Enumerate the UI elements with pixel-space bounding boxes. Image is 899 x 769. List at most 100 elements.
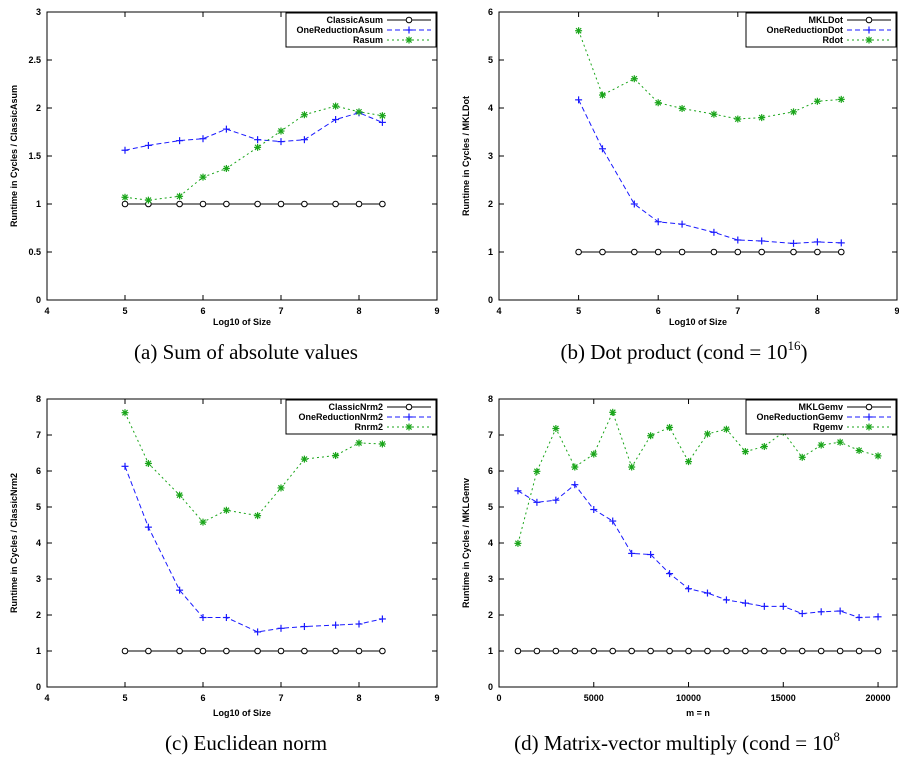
data-point-star [722,425,730,433]
plot-frame [46,11,438,301]
x-axis-label: m = n [686,708,710,718]
data-point-plus [628,549,636,557]
y-tick-label: 0 [36,682,41,692]
data-point-plus [798,610,806,618]
data-point-star [199,173,207,181]
data-point-plus [378,615,386,623]
plot-frame [46,398,438,688]
data-point-plus [514,487,522,495]
data-point-circle [223,647,230,655]
y-tick-label: 1 [36,646,41,656]
data-point-plus [760,602,768,610]
data-point-plus [666,570,674,578]
y-tick-label: 2 [36,103,41,113]
y-tick-label: 2 [36,610,41,620]
data-point-circle [609,647,617,655]
data-point-circle [332,647,339,655]
data-point-star [575,27,583,35]
legend-label: OneReductionGemv [756,412,843,422]
data-point-star [121,193,129,201]
data-point-star [405,36,413,44]
data-point-plus [378,118,386,126]
data-point-star [514,539,522,547]
series-MKLGemv [514,647,882,655]
data-point-circle [405,16,413,24]
data-point-circle [121,200,129,208]
data-point-circle [837,248,845,256]
data-point-circle [678,248,686,256]
x-tick-label: 5 [576,306,581,316]
data-point-plus [300,623,308,631]
data-point-plus [254,628,262,636]
data-point-circle [121,647,129,655]
series-Rdot [575,27,845,123]
data-point-star [666,423,674,431]
data-point-circle [742,647,749,655]
data-point-plus [874,613,882,621]
data-point-circle [355,647,363,655]
series-line [578,99,842,244]
data-point-star [533,467,541,475]
data-point-plus [758,237,766,245]
legend-label: Rasum [353,35,383,45]
y-tick-label: 0 [488,295,493,305]
data-point-star [790,108,798,116]
data-point-circle [779,647,787,655]
caption: (d) Matrix-vector multiply (cond = 108 [514,729,840,755]
y-tick-label: 1.5 [28,151,41,161]
x-tick-label: 15000 [771,693,796,703]
y-tick-label: 4 [36,538,41,548]
chart-panel-1: 4 5 6 7 8 9 0 0.5 1 1.5 2 2.5 3 Log10 of Size Runtime … [9,7,440,364]
y-tick-label: 0 [488,682,493,692]
data-point-star [222,506,230,514]
data-point-plus [571,481,579,489]
data-point-star [813,97,821,105]
data-point-circle [798,647,806,655]
data-point-star [378,440,386,448]
data-point-circle [685,647,692,655]
data-point-circle [874,647,882,655]
data-point-plus [590,506,598,514]
legend-label: Rdot [823,35,844,45]
data-point-circle [277,200,285,208]
data-point-circle [199,200,207,208]
data-point-star [254,512,262,520]
y-tick-label: 6 [488,7,493,17]
data-point-star [628,463,636,471]
x-axis-label: Log10 of Size [669,317,727,327]
data-point-star [277,484,285,492]
data-point-star [277,127,285,135]
data-point-star [598,91,606,99]
series-OneReductionNrm2 [121,462,386,636]
data-point-circle [734,248,742,256]
data-point-star [590,450,598,458]
legend-label: OneReductionAsum [296,25,383,35]
data-point-circle [301,200,308,208]
series-line [517,483,879,619]
data-point-circle [814,248,821,256]
data-point-star [405,423,413,431]
data-point-circle [223,200,230,208]
x-tick-label: 5 [122,693,127,703]
x-tick-label: 6 [656,306,661,316]
data-point-star [121,409,129,417]
data-point-plus [144,141,152,149]
caption: (c) Euclidean norm [165,731,327,755]
data-point-circle [704,647,711,655]
data-point-plus [300,136,308,144]
data-point-plus [609,517,617,525]
data-point-circle [865,16,873,24]
data-point-star [300,111,308,119]
y-tick-label: 3 [488,574,493,584]
data-point-plus [836,607,844,615]
plot-frame [498,11,898,301]
x-tick-label: 7 [735,306,740,316]
data-point-star [355,108,363,116]
x-tick-label: 7 [278,306,283,316]
data-point-circle [710,248,718,256]
series-MKLDot [575,248,845,256]
data-point-plus [144,523,152,531]
x-tick-label: 9 [894,306,899,316]
series-line [124,412,383,523]
